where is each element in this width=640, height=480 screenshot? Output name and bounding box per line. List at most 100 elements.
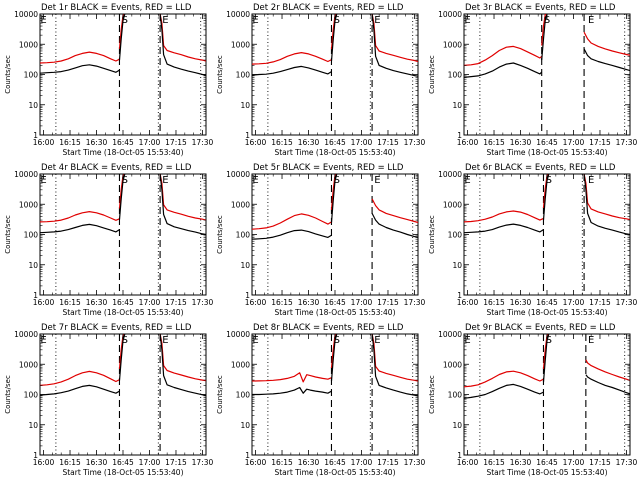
x-tick-label: 16:00	[33, 458, 55, 467]
plot-area	[464, 174, 630, 295]
series-line-events	[371, 334, 418, 397]
interval-marker: E	[252, 15, 258, 26]
series-line-events	[330, 14, 338, 62]
interval-marker: E	[464, 175, 470, 186]
x-tick-label: 16:15	[271, 138, 293, 147]
chart-panel: Det 2r BLACK = Events, RED = LLD 1 10 100 10…	[216, 3, 425, 157]
y-tick-label: 1	[33, 291, 38, 300]
interval-marker: E	[374, 175, 380, 186]
x-tick-label: 17:00	[351, 458, 373, 467]
plot-frame	[251, 333, 419, 456]
interval-marker: E	[40, 335, 46, 346]
series-line-lld	[40, 51, 120, 64]
chart-panel: Det 8r BLACK = Events, RED = LLD 1 10 100 10…	[216, 323, 425, 477]
interval-marker: E	[252, 175, 258, 186]
x-tick-label: 16:30	[510, 458, 532, 467]
interval-marker: S	[122, 175, 128, 186]
series-line-lld	[252, 213, 332, 230]
series-line-events	[40, 223, 120, 234]
y-tick-label: 10	[452, 421, 462, 430]
interval-marker: S	[122, 15, 128, 26]
chart-title: Det 4r BLACK = Events, RED = LLD	[41, 163, 192, 173]
plot-frame	[463, 333, 631, 456]
series-line-events	[464, 383, 544, 399]
x-tick-label: 17:15	[377, 458, 399, 467]
series-line-lld	[118, 174, 126, 209]
series-line-lld	[330, 334, 338, 369]
y-tick-label: 1000	[443, 40, 462, 49]
x-tick-label: 16:15	[59, 298, 81, 307]
plot-area	[40, 14, 206, 135]
series-line-events	[159, 174, 206, 236]
x-axis-label: Start Time (18-Oct-05 15:53:40)	[486, 148, 607, 157]
x-tick-label: 17:00	[563, 138, 585, 147]
chart-title: Det 1r BLACK = Events, RED = LLD	[41, 3, 192, 13]
x-axis-label: Start Time (18-Oct-05 15:53:40)	[486, 468, 607, 477]
x-axis-label: Start Time (18-Oct-05 15:53:40)	[274, 468, 395, 477]
x-tick-label: 16:45	[324, 138, 346, 147]
chart-title: Det 9r BLACK = Events, RED = LLD	[465, 323, 616, 333]
chart-panel: Det 6r BLACK = Events, RED = LLD 1 10 100 10…	[428, 163, 637, 317]
series-line-lld	[541, 14, 548, 46]
y-axis-label: Counts/sec	[216, 375, 224, 414]
y-axis-label: Counts/sec	[216, 55, 224, 94]
interval-marker: E	[588, 175, 594, 186]
y-tick-label: 1	[457, 451, 462, 460]
y-tick-label: 10000	[226, 330, 250, 339]
x-tick-label: 17:15	[589, 298, 611, 307]
series-line-lld	[252, 52, 332, 65]
series-line-lld	[585, 359, 630, 382]
series-line-lld	[464, 45, 543, 66]
series-line-events	[118, 334, 126, 381]
plot-frame	[39, 173, 207, 296]
x-tick-label: 17:00	[563, 298, 585, 307]
y-axis-label: Counts/sec	[4, 55, 12, 94]
plot-area	[40, 334, 206, 455]
y-tick-label: 10000	[226, 170, 250, 179]
interval-marker: S	[546, 335, 552, 346]
chart-panel: Det 1r BLACK = Events, RED = LLD 1 10 100 10…	[4, 3, 213, 157]
y-tick-label: 10000	[438, 10, 462, 19]
y-tick-label: 10000	[14, 170, 38, 179]
x-axis-label: Start Time (18-Oct-05 15:53:40)	[62, 468, 183, 477]
series-line-events	[541, 14, 548, 61]
series-line-lld	[118, 14, 126, 49]
y-tick-label: 1	[245, 451, 250, 460]
series-line-lld	[583, 31, 630, 56]
interval-marker: S	[334, 335, 340, 346]
chart-panel: Det 4r BLACK = Events, RED = LLD 1 10 100 10…	[4, 163, 213, 317]
y-tick-label: 1	[457, 291, 462, 300]
series-line-lld	[542, 334, 550, 369]
interval-marker: S	[334, 15, 340, 26]
y-tick-label: 100	[448, 231, 463, 240]
y-tick-label: 1	[33, 451, 38, 460]
y-tick-label: 1000	[19, 200, 38, 209]
chart-title: Det 6r BLACK = Events, RED = LLD	[465, 163, 616, 173]
plot-frame	[463, 173, 631, 296]
interval-marker: E	[464, 15, 470, 26]
x-tick-label: 16:00	[457, 138, 479, 147]
plot-frame	[39, 333, 207, 456]
y-tick-label: 1000	[19, 40, 38, 49]
y-tick-label: 100	[24, 391, 39, 400]
y-tick-label: 100	[24, 71, 39, 80]
y-axis-label: Counts/sec	[428, 215, 436, 254]
y-axis-label: Counts/sec	[428, 375, 436, 414]
interval-marker: S	[544, 15, 550, 26]
y-tick-label: 1000	[231, 200, 250, 209]
y-tick-label: 1000	[19, 360, 38, 369]
series-line-events	[118, 174, 126, 220]
x-tick-label: 16:45	[536, 458, 558, 467]
y-tick-label: 10	[28, 421, 38, 430]
x-tick-label: 16:15	[271, 458, 293, 467]
series-line-events	[583, 48, 630, 72]
series-line-events	[330, 334, 338, 382]
y-tick-label: 10000	[438, 330, 462, 339]
x-tick-label: 16:45	[112, 298, 134, 307]
x-tick-label: 17:15	[165, 138, 187, 147]
y-tick-label: 10	[28, 261, 38, 270]
series-line-lld	[40, 211, 120, 223]
series-line-events	[252, 65, 332, 76]
plot-frame	[251, 13, 419, 136]
y-tick-label: 1000	[231, 360, 250, 369]
